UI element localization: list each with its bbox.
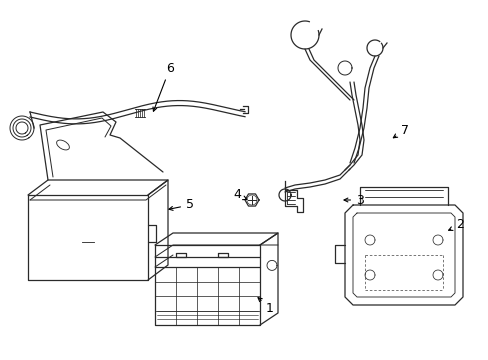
Text: 5: 5 [168, 198, 194, 211]
Text: 6: 6 [153, 62, 174, 111]
Text: 4: 4 [233, 189, 246, 202]
Text: 2: 2 [447, 219, 463, 231]
Text: 7: 7 [392, 123, 408, 138]
Text: 3: 3 [344, 194, 363, 207]
Text: 1: 1 [258, 298, 273, 315]
